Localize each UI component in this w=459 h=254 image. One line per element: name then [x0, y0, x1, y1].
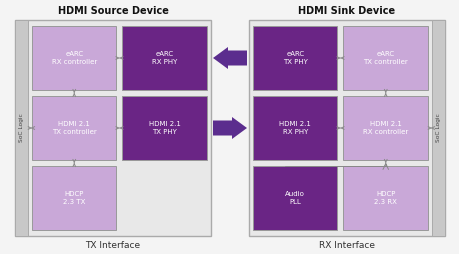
FancyArrow shape	[213, 117, 246, 139]
Bar	[252, 166, 337, 230]
Bar	[343, 96, 427, 160]
Text: SoC Logic: SoC Logic	[19, 114, 24, 142]
Text: HDMI 2.1
RX controller: HDMI 2.1 RX controller	[362, 121, 408, 135]
Text: HDCP
2.3 TX: HDCP 2.3 TX	[63, 191, 85, 205]
Bar	[343, 26, 427, 90]
Bar	[15, 20, 211, 236]
Bar	[122, 26, 207, 90]
Bar	[122, 96, 207, 160]
Text: HDMI 2.1
RX PHY: HDMI 2.1 RX PHY	[279, 121, 310, 135]
Bar	[32, 26, 116, 90]
Bar	[343, 166, 427, 230]
Text: HDMI Source Device: HDMI Source Device	[57, 6, 168, 16]
Text: HDMI 2.1
TX controller: HDMI 2.1 TX controller	[52, 121, 96, 135]
Text: eARC
TX controller: eARC TX controller	[363, 51, 407, 65]
Bar	[252, 96, 337, 160]
Bar	[431, 20, 444, 236]
Bar	[248, 20, 444, 236]
Text: eARC
RX controller: eARC RX controller	[51, 51, 97, 65]
Bar	[15, 20, 28, 236]
Text: HDCP
2.3 RX: HDCP 2.3 RX	[374, 191, 396, 205]
Text: eARC
RX PHY: eARC RX PHY	[152, 51, 177, 65]
Text: HDMI Sink Device: HDMI Sink Device	[298, 6, 395, 16]
Text: HDMI 2.1
TX PHY: HDMI 2.1 TX PHY	[149, 121, 180, 135]
Text: eARC
TX PHY: eARC TX PHY	[282, 51, 307, 65]
Text: SoC Logic: SoC Logic	[435, 114, 440, 142]
Bar	[32, 96, 116, 160]
Text: TX Interface: TX Interface	[85, 242, 140, 250]
Bar	[252, 26, 337, 90]
FancyArrow shape	[213, 47, 246, 69]
Text: Audio
PLL: Audio PLL	[285, 191, 304, 205]
Bar	[32, 166, 116, 230]
Text: RX Interface: RX Interface	[318, 242, 374, 250]
